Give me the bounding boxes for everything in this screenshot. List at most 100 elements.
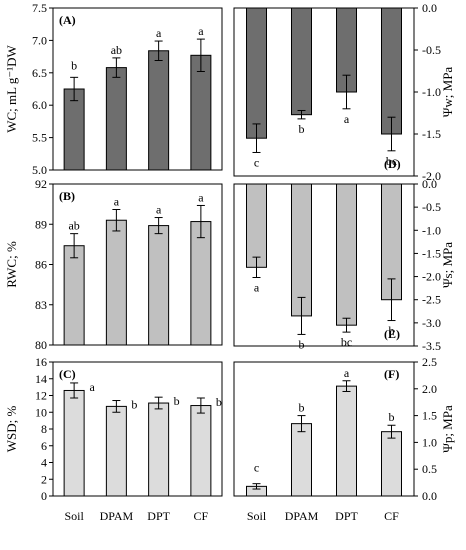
error-bar (342, 317, 351, 333)
significance-label: a (198, 190, 204, 204)
significance-label: a (198, 24, 204, 38)
error-bar (297, 415, 306, 433)
y-tick-label: 6.5 (32, 66, 47, 80)
error-bar (252, 483, 261, 490)
panel-label: (B) (59, 189, 75, 203)
significance-label: c (254, 155, 259, 169)
significance-label: b (299, 337, 305, 351)
bar (190, 405, 212, 497)
y-tick-label: 14 (35, 372, 47, 386)
y-tick-label: 10 (35, 405, 47, 419)
bar (190, 54, 212, 171)
significance-label: bc (341, 335, 352, 349)
y-tick-label: 0.0 (422, 489, 437, 503)
y-axis-label: WC; mL g⁻¹DW (4, 45, 19, 133)
x-tick-label: DPAM (285, 509, 319, 523)
error-bar (154, 217, 163, 235)
error-bar (154, 396, 163, 410)
y-axis: 0.0 -0.5 -1.0 -1.5 -2.0 -2.5 -3.0 -3.5 (414, 177, 441, 353)
significance-label: a (254, 280, 260, 294)
plot-frame (52, 7, 223, 171)
bar (336, 183, 357, 326)
y-tick-label: 6 (41, 439, 47, 453)
significance-label: b (216, 395, 222, 409)
significance-label: a (156, 203, 162, 217)
y-tick-label: -1.0 (422, 85, 441, 99)
y-tick-label: 8 (41, 422, 47, 436)
y-tick-label: -3.5 (422, 339, 441, 353)
bar (291, 423, 312, 497)
error-bar (70, 76, 79, 102)
panel-label: (C) (59, 367, 76, 381)
x-tick-label: Soil (247, 509, 267, 523)
significance-label: a (344, 112, 350, 126)
y-tick-label: 0.5 (422, 462, 437, 476)
y-tick-label: 1.5 (422, 409, 437, 423)
bar (63, 245, 85, 346)
bar (105, 219, 127, 346)
bar (105, 67, 127, 171)
significance-label: c (254, 461, 259, 475)
error-bar (70, 382, 79, 399)
significance-label: a (156, 26, 162, 40)
x-axis: Soil DPAM DPT CF Soil DPAM DPT CF (64, 509, 399, 523)
bar (291, 7, 312, 116)
y-axis: 0.0 0.5 1.0 1.5 2.0 2.5 (414, 355, 437, 503)
x-tick-label: DPAM (100, 509, 134, 523)
y-tick-label: -0.5 (422, 43, 441, 57)
bar (63, 389, 85, 497)
y-tick-label: 86 (35, 258, 47, 272)
error-bar (342, 74, 351, 110)
bar (246, 183, 267, 268)
significance-label: a (114, 194, 120, 208)
error-bar (387, 116, 396, 152)
y-axis-label: Ψs; MPa (440, 242, 455, 288)
y-tick-label: 5.0 (32, 163, 47, 177)
y-tick-label: 4 (41, 456, 47, 470)
panel-label: (D) (384, 157, 401, 171)
error-bar (252, 256, 261, 278)
y-axis-label: WSD; % (4, 406, 19, 453)
y-axis-label: Ψp; MPa (440, 405, 455, 453)
significance-label: ab (111, 43, 122, 57)
bar (336, 385, 357, 497)
error-bar (342, 380, 351, 392)
error-bar (112, 57, 121, 78)
panel-b: 80 83 86 89 92 RWC; % (B) ab a a a (4, 177, 223, 352)
x-tick-label: DPT (147, 509, 170, 523)
error-bar (154, 40, 163, 61)
significance-label: ab (68, 219, 79, 233)
bar (105, 405, 127, 497)
x-tick-label: CF (384, 509, 399, 523)
y-tick-label: 0.0 (422, 177, 437, 191)
y-tick-label: -3.0 (422, 316, 441, 330)
significance-label: bc (386, 154, 397, 168)
y-tick-label: 80 (35, 338, 47, 352)
y-axis: 0 2 4 6 8 10 12 14 16 (35, 355, 53, 503)
error-bar (297, 296, 306, 335)
error-bar (252, 123, 261, 153)
y-axis: 5.0 5.5 6.0 6.5 7.0 7.5 (32, 1, 53, 177)
plot-frame (233, 361, 415, 497)
plot-frame (233, 183, 415, 347)
x-tick-label: CF (194, 509, 209, 523)
y-tick-label: 2.5 (422, 355, 437, 369)
error-bar (196, 204, 205, 239)
bar (148, 50, 170, 171)
y-tick-label: 2.0 (422, 382, 437, 396)
bar (148, 225, 170, 346)
y-tick-label: 7.0 (32, 33, 47, 47)
significance-label: a (89, 380, 95, 394)
y-tick-label: -2.0 (422, 270, 441, 284)
bar (190, 221, 212, 346)
significance-label: b (174, 394, 180, 408)
significance-label: b (389, 410, 395, 424)
y-tick-label: 12 (35, 389, 47, 403)
panel-label: (F) (384, 367, 399, 381)
panel-label: (E) (384, 327, 400, 341)
y-axis-label: Ψw; MPa (440, 67, 455, 118)
y-tick-label: 1.0 (422, 435, 437, 449)
error-bar (112, 400, 121, 413)
panel-e: 0.0 -0.5 -1.0 -1.5 -2.0 -2.5 -3.0 -3.5 Ψs; MPa (E… (233, 177, 455, 353)
y-tick-label: 0.0 (422, 1, 437, 15)
